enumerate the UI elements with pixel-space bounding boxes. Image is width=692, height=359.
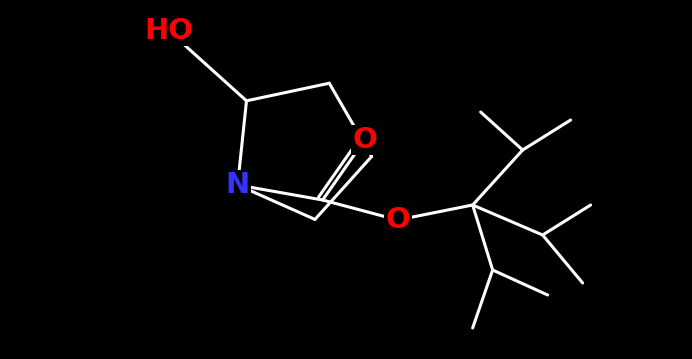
Text: O: O <box>385 206 410 234</box>
Text: HO: HO <box>144 17 193 45</box>
Text: N: N <box>226 171 250 199</box>
Text: O: O <box>352 126 377 154</box>
